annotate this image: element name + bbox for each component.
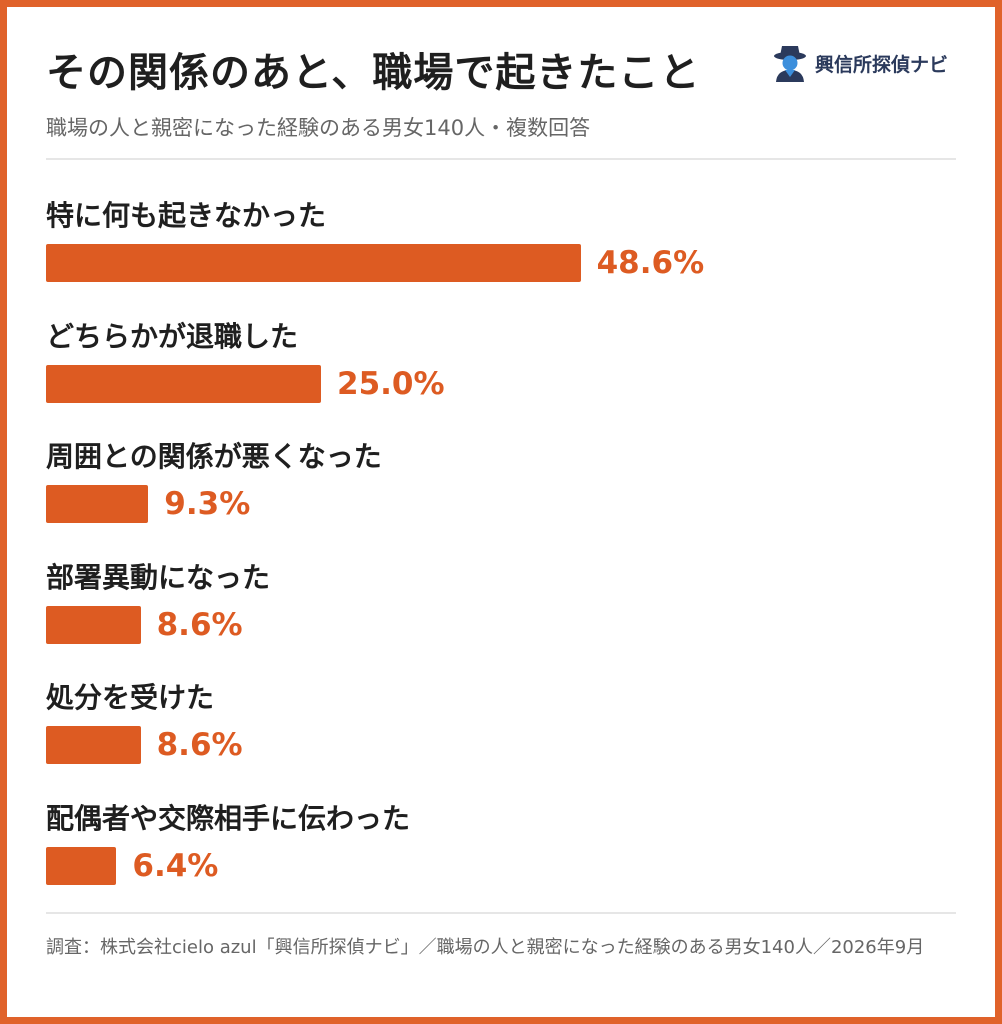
bar-value-label: 48.6%: [596, 245, 705, 281]
bar: [46, 846, 117, 885]
bar-label: どちらかが退職した: [46, 319, 299, 353]
bar: [46, 244, 581, 282]
bar-label: 部署異動になった: [46, 560, 271, 594]
detective-icon: [774, 46, 806, 82]
bar-value-label: 8.6%: [156, 606, 243, 643]
bar: [46, 726, 141, 764]
bar-label: 処分を受けた: [46, 681, 215, 714]
page-title: その関係のあと、職場で起きたこと: [46, 50, 701, 96]
bar-label: 特に何も起きなかった: [46, 199, 327, 232]
brand-logo: 興信所探偵ナビ: [773, 44, 948, 82]
page-subtitle: 職場の人と親密になった経験のある男女140人・複数回答: [46, 116, 591, 140]
bar-value-label: 8.6%: [156, 727, 243, 763]
source-note: 調査：株式会社cielo azul「興信所探偵ナビ」／職場の人と親密になった経験…: [46, 937, 925, 958]
brand-name: 興信所探偵ナビ: [815, 53, 949, 76]
header-divider: [46, 158, 956, 160]
bar-label: 配偶者や交際相手に伝わった: [46, 801, 411, 835]
footer-divider: [46, 912, 956, 914]
bar-value-label: 25.0%: [337, 365, 445, 402]
bar-value-label: 6.4%: [132, 847, 219, 884]
bar-value-label: 9.3%: [164, 486, 251, 522]
bar: [46, 605, 141, 644]
bar: [46, 485, 149, 523]
bar: [46, 364, 321, 403]
bar-label: 周囲との関係が悪くなった: [46, 440, 382, 473]
